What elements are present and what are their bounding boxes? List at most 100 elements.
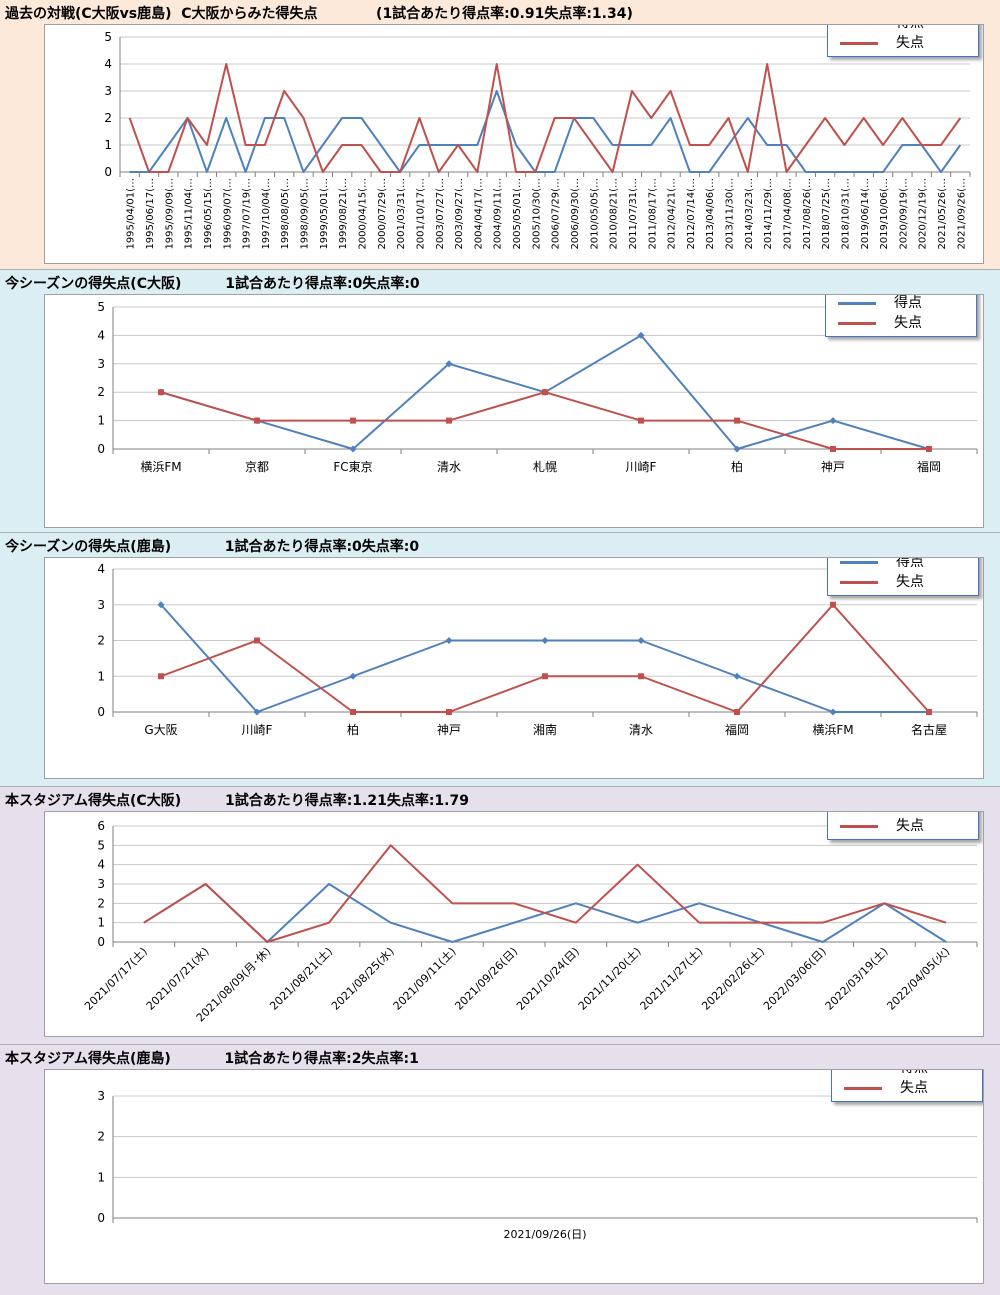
x-tick-label: 2022/03/06(日) bbox=[761, 945, 829, 1013]
y-tick-label: 3 bbox=[97, 877, 105, 891]
x-tick-label: 川崎F bbox=[242, 723, 273, 737]
y-tick-label: 0 bbox=[97, 935, 105, 949]
x-tick-label: 神戸 bbox=[437, 723, 461, 737]
x-tick-label: 2021/08/25(水) bbox=[329, 945, 397, 1013]
data-point-scored bbox=[445, 360, 453, 368]
data-point-scored bbox=[541, 636, 549, 645]
chart-legend: 得点 失点 bbox=[825, 295, 977, 337]
x-tick-label: 2013/04/06(… bbox=[705, 178, 716, 250]
y-tick-label: 2 bbox=[104, 111, 112, 125]
x-tick-label: 2003/07/27(… bbox=[435, 178, 446, 250]
x-tick-label: 2022/04/05(火) bbox=[884, 945, 952, 1013]
legend-item-conceded: 失点 bbox=[826, 313, 976, 333]
section-title: 過去の対戦(C大阪vs鹿島) C大阪からみた得失点 (1試合あたり得点率:0.9… bbox=[5, 6, 633, 22]
section-title: 今シーズンの得失点(C大阪) 1試合あたり得点率:0失点率:0 bbox=[5, 276, 420, 292]
data-point-scored bbox=[829, 708, 837, 716]
x-tick-label: 名古屋 bbox=[911, 722, 947, 737]
legend-label-conceded: 失点 bbox=[896, 35, 924, 51]
section-title: 今シーズンの得失点(鹿島) 1試合あたり得点率:0失点率:0 bbox=[5, 539, 420, 555]
data-point-conceded bbox=[830, 446, 836, 452]
x-tick-label: 柏 bbox=[731, 459, 743, 474]
legend-swatch-scored bbox=[844, 1069, 882, 1070]
x-tick-label: 神戸 bbox=[821, 460, 845, 474]
legend-label-conceded: 失点 bbox=[900, 1080, 928, 1096]
x-tick-label: 川崎F bbox=[626, 460, 657, 474]
legend-label-scored: 得点 bbox=[896, 557, 924, 570]
x-tick-label: 湘南 bbox=[533, 722, 557, 737]
y-tick-label: 3 bbox=[97, 1089, 105, 1103]
series-scored-line bbox=[129, 90, 962, 173]
x-tick-label: 1995/09/09(… bbox=[164, 178, 175, 250]
x-tick-label: 2019/06/14(… bbox=[860, 178, 871, 250]
legend-swatch-scored bbox=[840, 561, 878, 564]
chart-kashima-stadium-svg: 0 1 2 3 2021/09/26(日) bbox=[97, 1089, 978, 1241]
y-tick-label: 5 bbox=[104, 30, 112, 44]
chart-legend: 得点 失点 bbox=[827, 557, 979, 596]
section-title: 本スタジアム得失点(鹿島) 1試合あたり得点率:2失点率:1 bbox=[5, 1051, 419, 1067]
x-tick-label: 2021/07/17(土) bbox=[82, 945, 150, 1013]
y-tick-label: 2 bbox=[97, 896, 105, 910]
series-conceded-line bbox=[143, 844, 947, 943]
legend-label-conceded: 失点 bbox=[894, 315, 922, 331]
data-point-scored bbox=[349, 672, 357, 680]
y-tick-label: 5 bbox=[97, 300, 105, 314]
x-tick-label: 1995/04/01(… bbox=[126, 178, 137, 250]
x-tick-label: 2006/09/30(… bbox=[570, 178, 581, 250]
legend-label-scored: 得点 bbox=[900, 1070, 928, 1078]
x-tick-label: 2021/09/26(… bbox=[956, 178, 967, 250]
y-tick-label: 3 bbox=[97, 598, 105, 612]
data-point-conceded bbox=[542, 389, 548, 396]
x-tick-label: 2001/03/31(… bbox=[396, 178, 407, 250]
x-tick-label: 2010/05/05(… bbox=[589, 178, 600, 250]
section-kashima-season: 今シーズンの得失点(鹿島) 1試合あたり得点率:0失点率:0 0 1 2 3 4 G大阪 川… bbox=[0, 533, 1000, 787]
chart-kashima-season-svg: 0 1 2 3 4 G大阪 川崎F 柏 神戸 湘南 清水 福岡 横浜FM 名古屋 bbox=[97, 562, 978, 737]
data-point-conceded bbox=[542, 673, 548, 680]
x-tick-label: 1999/08/21(… bbox=[338, 178, 349, 250]
legend-swatch-conceded bbox=[840, 42, 878, 45]
data-point-conceded bbox=[158, 673, 164, 680]
chart-history-svg: 0 1 2 3 4 5 1995/04/01(… 1995/06/17(… 1995/09/09… bbox=[104, 30, 971, 250]
legend-swatch-conceded bbox=[840, 581, 878, 584]
data-point-conceded bbox=[926, 709, 932, 715]
x-tick-label: 2010/08/21(… bbox=[609, 178, 620, 250]
x-tick-label: 2001/10/17(… bbox=[415, 178, 426, 250]
data-point-conceded bbox=[446, 417, 452, 424]
y-tick-label: 6 bbox=[97, 819, 105, 833]
y-tick-label: 0 bbox=[104, 165, 112, 179]
x-tick-label: 2022/02/26(土) bbox=[699, 945, 767, 1013]
legend-label-scored: 得点 bbox=[896, 25, 924, 33]
x-tick-label: 2014/03/23(… bbox=[744, 178, 755, 250]
y-tick-label: 4 bbox=[97, 328, 105, 342]
legend-item-scored: 得点 bbox=[828, 25, 978, 33]
x-tick-label: 横浜FM bbox=[812, 723, 853, 737]
data-point-scored bbox=[445, 636, 453, 645]
x-tick-label: 2014/11/29(… bbox=[763, 178, 774, 250]
x-tick-label: 2011/07/31(… bbox=[628, 178, 639, 250]
x-tick-label: 2018/07/25(… bbox=[821, 178, 832, 250]
x-tick-label: 横浜FM bbox=[140, 460, 181, 474]
x-tick-label: 柏 bbox=[347, 722, 359, 737]
chart-history: 0 1 2 3 4 5 1995/04/01(… 1995/06/17(… 1995/09/09… bbox=[44, 24, 984, 264]
chart-cosaka-season-svg: 0 1 2 3 4 5 横浜FM 京都 FC東京 清水 札幌 川崎F 柏 神戸 福岡 bbox=[97, 300, 978, 474]
x-tick-label: 2013/11/30(… bbox=[725, 178, 736, 250]
data-point-conceded bbox=[734, 417, 740, 424]
data-point-conceded bbox=[734, 709, 740, 715]
legend-label-conceded: 失点 bbox=[896, 818, 924, 834]
x-tick-label: 2005/05/01(… bbox=[512, 178, 523, 250]
y-tick-label: 0 bbox=[97, 1211, 105, 1225]
legend-item-scored: 得点 bbox=[832, 1069, 982, 1078]
y-tick-label: 2 bbox=[97, 385, 105, 399]
x-tick-label: 清水 bbox=[437, 460, 461, 474]
x-tick-label: 2021/11/20(土) bbox=[576, 945, 644, 1013]
data-point-scored bbox=[733, 672, 741, 680]
chart-kashima-stadium: 0 1 2 3 2021/09/26(日) 得点 失点 bbox=[44, 1069, 984, 1284]
x-tick-label: 清水 bbox=[629, 723, 653, 737]
x-tick-label: 福岡 bbox=[917, 459, 941, 474]
x-tick-label: 1995/06/17(… bbox=[145, 178, 156, 250]
y-tick-label: 1 bbox=[97, 1170, 105, 1184]
x-tick-label: 1997/07/19(… bbox=[242, 178, 253, 250]
series-conceded-line bbox=[128, 63, 962, 173]
x-tick-label: 2012/04/21(… bbox=[667, 178, 678, 250]
data-point-scored bbox=[157, 601, 165, 609]
x-tick-label: 2003/09/27(… bbox=[454, 178, 465, 250]
